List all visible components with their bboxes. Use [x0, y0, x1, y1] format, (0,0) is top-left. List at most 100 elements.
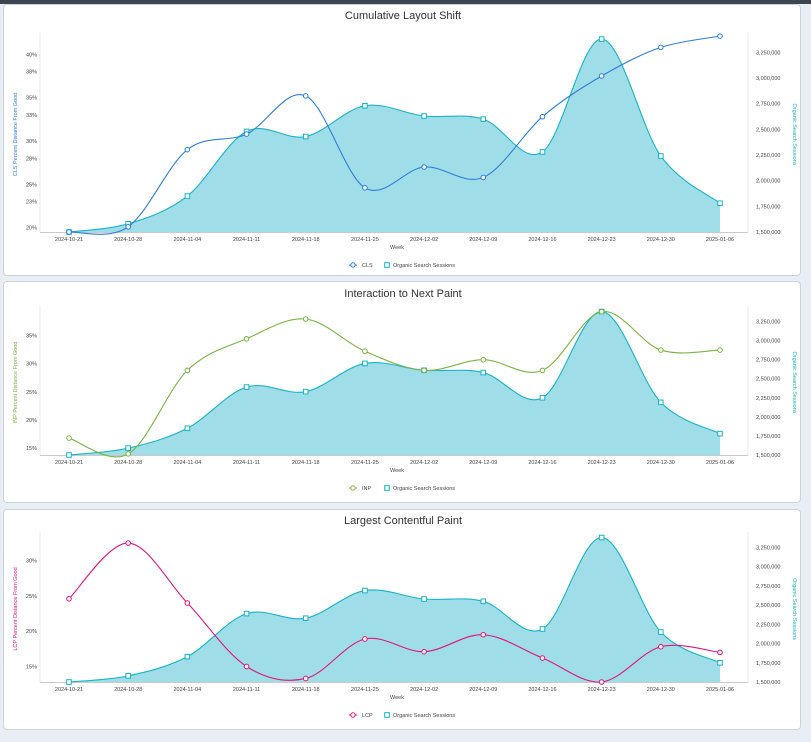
sessions-point [125, 673, 131, 679]
x-axis-title: Week [390, 468, 404, 474]
x-tick-label: 2024-11-25 [351, 687, 379, 693]
metric-point [421, 648, 427, 655]
metric-point [184, 367, 191, 374]
chart-inp[interactable]: Interaction to Next Paint 15% 20% 25% 30% 35%… [4, 282, 802, 504]
legend-label: Organic Search Sessions [393, 486, 455, 492]
sessions-point [66, 452, 72, 458]
metric-point [658, 643, 664, 650]
y-tick-label: 20% [26, 226, 37, 232]
chart-title: Cumulative Layout Shift [345, 10, 461, 22]
area-fill-organic-sessions [69, 537, 720, 682]
metric-point [125, 451, 131, 457]
y2-tick-label: 1,750,000 [756, 204, 780, 210]
x-tick-label: 2025-01-06 [706, 687, 734, 693]
legend-label: Organic Search Sessions [393, 713, 455, 719]
sessions-point [184, 425, 191, 432]
area-fill-organic-sessions [69, 39, 720, 232]
y2-tick-label: 3,250,000 [756, 546, 780, 552]
x-tick-label: 2024-12-23 [588, 460, 616, 466]
y2-tick-label: 1,500,000 [756, 453, 780, 459]
y-tick-label: 20% [26, 629, 37, 635]
legend-marker [350, 262, 356, 268]
sessions-point [302, 615, 309, 622]
sessions-point [362, 360, 368, 367]
x-axis-title: Week [390, 245, 404, 251]
sessions-point [362, 102, 368, 109]
y-axis-title: LCP Percent Distance From Good [13, 567, 19, 650]
sessions-point [658, 153, 664, 159]
x-tick-label: 2024-12-30 [647, 687, 675, 693]
metric-point [302, 93, 309, 99]
y2-tick-label: 2,750,000 [756, 358, 780, 364]
chart-cls[interactable]: Cumulative Layout Shift 20% 23% 25% 28% 30% 33… [4, 5, 802, 277]
x-tick-label: 2024-11-25 [351, 237, 379, 243]
x-tick-label: 2024-11-18 [292, 237, 320, 243]
x-tick-label: 2024-12-23 [588, 237, 616, 243]
sessions-point [717, 430, 723, 437]
metric-point [717, 33, 723, 39]
metric-point [243, 335, 250, 342]
x-tick-label: 2024-11-04 [173, 460, 201, 466]
metric-point [717, 649, 723, 656]
x-tick-label: 2024-10-28 [114, 687, 142, 693]
y2-axis-title: Organic Search Sessions [791, 103, 797, 165]
metric-point [598, 679, 605, 685]
y-tick-label: 25% [26, 390, 37, 396]
chart-title: Interaction to Next Paint [344, 288, 461, 300]
y2-tick-label: 3,000,000 [756, 565, 780, 571]
legend-label: Organic Search Sessions [393, 263, 455, 269]
y2-tick-label: 2,000,000 [756, 642, 780, 648]
chart-panel-lcp: Largest Contentful Paint 15% 20% 25% 30% 1,50… [3, 509, 801, 730]
legend-marker [350, 485, 356, 491]
y-tick-label: 30% [26, 139, 37, 145]
sessions-point [480, 369, 487, 376]
y-tick-label: 25% [26, 182, 37, 188]
metric-point [243, 663, 250, 670]
x-tick-label: 2024-12-30 [647, 237, 675, 243]
x-tick-label: 2024-12-02 [410, 460, 438, 466]
x-tick-label: 2025-01-06 [706, 237, 734, 243]
metric-point [302, 316, 309, 322]
y-tick-label: 35% [26, 96, 37, 102]
y2-tick-label: 3,250,000 [756, 319, 780, 325]
y2-tick-label: 2,250,000 [756, 396, 780, 402]
sessions-point [480, 116, 487, 122]
y-tick-label: 15% [26, 664, 37, 670]
y2-tick-label: 2,000,000 [756, 415, 780, 421]
sessions-point [598, 36, 605, 42]
metric-point [184, 600, 191, 606]
y-tick-label: 23% [26, 200, 37, 206]
sessions-point [658, 399, 664, 406]
y-tick-label: 28% [26, 156, 37, 162]
metric-point [539, 113, 546, 120]
chart-lcp[interactable]: Largest Contentful Paint 15% 20% 25% 30% 1,50… [4, 510, 802, 731]
metric-point [125, 540, 131, 546]
sessions-point [717, 200, 723, 207]
metric-point [539, 655, 546, 661]
chart-title: Largest Contentful Paint [344, 515, 462, 527]
x-tick-label: 2024-12-16 [528, 687, 556, 693]
y-tick-label: 20% [26, 418, 37, 424]
metric-point [480, 174, 487, 181]
y-tick-label: 25% [26, 594, 37, 600]
chart-panel-inp: Interaction to Next Paint 15% 20% 25% 30% 35%… [3, 281, 801, 503]
sessions-point [243, 384, 250, 390]
legend-label: INP [362, 486, 372, 492]
metric-point [362, 185, 368, 191]
sessions-point [421, 596, 427, 602]
y2-tick-label: 1,750,000 [756, 661, 780, 667]
y-tick-label: 38% [26, 70, 37, 76]
x-tick-label: 2024-12-16 [528, 460, 556, 466]
metric-point [302, 675, 309, 682]
legend-marker [350, 712, 356, 718]
x-tick-label: 2024-12-23 [588, 687, 616, 693]
y-axis-title: INP Percent Distance From Good [13, 342, 19, 424]
metric-point [362, 636, 368, 642]
y2-tick-label: 1,500,000 [756, 230, 780, 236]
x-tick-label: 2024-12-02 [410, 237, 438, 243]
metric-point [362, 348, 368, 354]
y2-tick-label: 2,500,000 [756, 603, 780, 609]
metric-point [480, 356, 487, 363]
legend-marker [384, 712, 390, 718]
sessions-point [539, 626, 546, 632]
